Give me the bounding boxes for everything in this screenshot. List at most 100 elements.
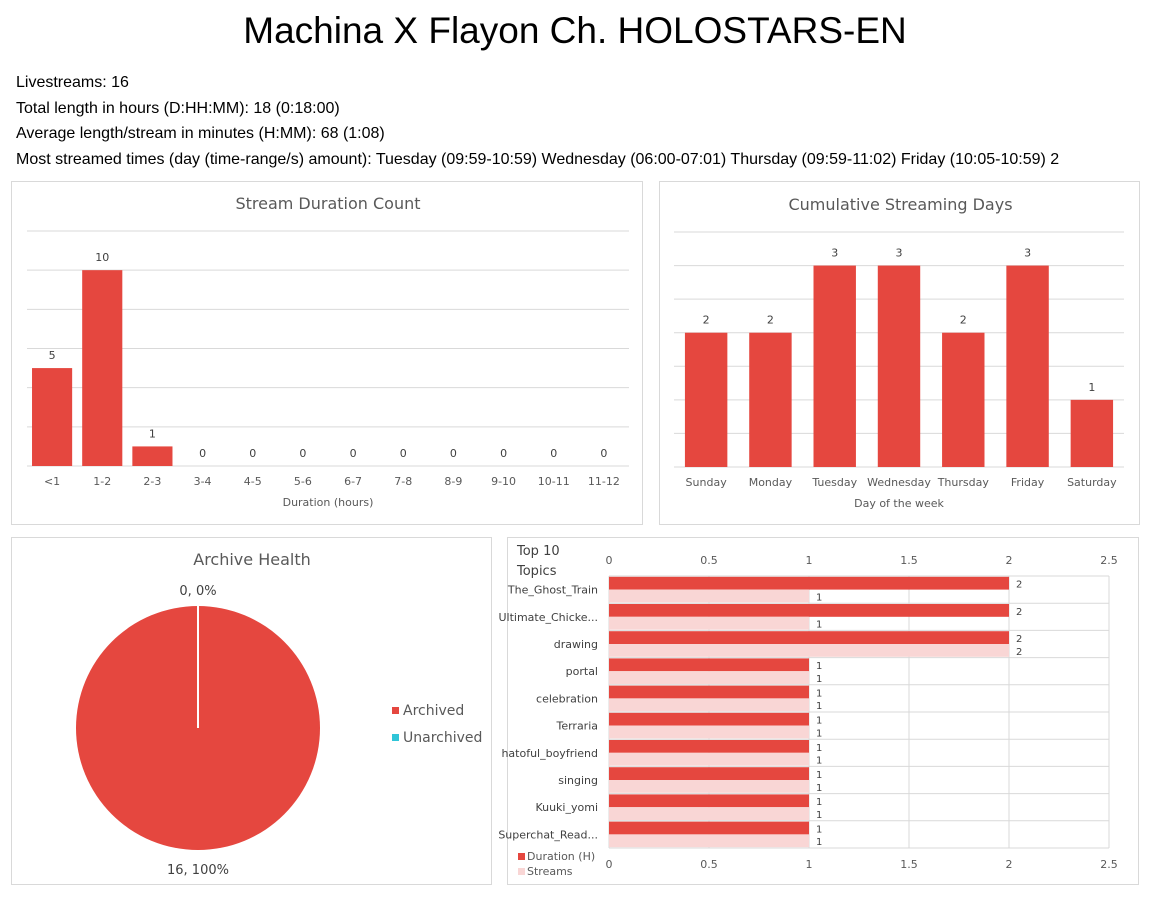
data-label-10-11: 0 xyxy=(550,447,557,460)
bar-kuuki-yomi-streams xyxy=(609,807,809,820)
archive-chart-panel: Archive Health 16, 100% 0, 0% Archived Unarc… xyxy=(11,537,492,885)
pie-label-unarchived: 0, 0% xyxy=(179,584,216,599)
data-label-sunday: 2 xyxy=(703,314,710,327)
stat-average-length: Average length/stream in minutes (H:MM):… xyxy=(16,125,385,142)
data-label-singing-streams: 1 xyxy=(816,783,822,794)
data-label-superchat-read-duration-h: 1 xyxy=(816,824,822,835)
pie-label-archived: 16, 100% xyxy=(167,863,229,878)
streaming-days-chart: Cumulative Streaming Days 2 Sunday 2 Monday 3… xyxy=(674,195,1124,510)
top-topics-chart: Top 10Topics000.50.5111.51.5222.52.5The_… xyxy=(498,544,1118,878)
x-axis-label: Duration (hours) xyxy=(283,496,374,509)
bar-singing-duration-h xyxy=(609,767,809,780)
data-label-1-2: 10 xyxy=(95,251,109,264)
data-label-6-7: 0 xyxy=(350,447,357,460)
legend-label-streams: Streams xyxy=(527,865,573,878)
x-axis-label: Day of the week xyxy=(854,497,944,510)
data-label-thursday: 2 xyxy=(960,314,967,327)
top-tick-1-5: 1.5 xyxy=(900,554,918,567)
tick-label-sunday: Sunday xyxy=(686,476,728,489)
data-label-tuesday: 3 xyxy=(831,247,838,260)
data-label-friday: 3 xyxy=(1024,247,1031,260)
legend-swatch-unarchived xyxy=(392,734,399,741)
bar-ultimate-chicke-streams xyxy=(609,616,809,630)
data-label-the-ghost-train-streams: 1 xyxy=(816,592,822,603)
bar-terraria-duration-h xyxy=(609,712,809,726)
tick-label-wednesday: Wednesday xyxy=(867,476,931,489)
bar-kuuki-yomi-duration-h xyxy=(609,794,809,808)
bar-terraria-streams xyxy=(609,725,809,739)
category-label-terraria: Terraria xyxy=(555,720,598,733)
bar-hatoful-boyfriend-duration-h xyxy=(609,740,809,753)
stats-summary: Livestreams: 16 Total length in hours (D… xyxy=(16,72,1059,174)
category-label-the-ghost-train: The_Ghost_Train xyxy=(507,584,598,597)
data-label-kuuki-yomi-duration-h: 1 xyxy=(816,797,822,808)
bar-1 xyxy=(32,368,73,466)
bar-superchat-read-duration-h xyxy=(609,821,809,835)
duration-count-chart: Stream Duration Count 5 <1 10 1-2 1 2-3 0 3-4 0 4-… xyxy=(27,194,629,509)
tick-label-3-4: 3-4 xyxy=(194,475,212,488)
chart-title-line-2: Topics xyxy=(516,564,557,579)
category-label-superchat-read: Superchat_Read... xyxy=(498,828,598,841)
data-label-wednesday: 3 xyxy=(896,247,903,260)
tick-label-10-11: 10-11 xyxy=(538,475,570,488)
data-label-hatoful-boyfriend-streams: 1 xyxy=(816,756,822,767)
bottom-tick-1: 1 xyxy=(806,858,813,871)
tick-label-6-7: 6-7 xyxy=(344,475,362,488)
data-label-3-4: 0 xyxy=(199,447,206,460)
top-tick-1: 1 xyxy=(806,554,813,567)
bottom-tick-0: 0 xyxy=(606,858,613,871)
bar-ultimate-chicke-duration-h xyxy=(609,604,1009,617)
tick-label-11-12: 11-12 xyxy=(588,475,620,488)
archive-health-chart: Archive Health 16, 100% 0, 0% Archived Unarc… xyxy=(76,550,482,878)
bottom-tick-2-5: 2.5 xyxy=(1100,858,1118,871)
bar-sunday xyxy=(684,332,728,467)
data-label-the-ghost-train-duration-h: 2 xyxy=(1016,580,1022,591)
data-label-portal-streams: 1 xyxy=(816,674,822,685)
legend-label-duration-h: Duration (H) xyxy=(527,850,595,863)
bar-friday xyxy=(1006,265,1049,467)
tick-label-thursday: Thursday xyxy=(937,476,990,489)
data-label-celebration-duration-h: 1 xyxy=(816,688,822,699)
top-tick-2-5: 2.5 xyxy=(1100,554,1118,567)
data-label-celebration-streams: 1 xyxy=(816,701,822,712)
tick-label-saturday: Saturday xyxy=(1067,476,1117,489)
data-label-2-3: 1 xyxy=(149,427,156,440)
page-title: Machina X Flayon Ch. HOLOSTARS-EN xyxy=(243,10,907,51)
days-chart-panel: Cumulative Streaming Days 2 Sunday 2 Monday 3… xyxy=(659,181,1140,525)
data-label-singing-duration-h: 1 xyxy=(816,770,822,781)
bar-portal-streams xyxy=(609,671,809,684)
tick-label-2-3: 2-3 xyxy=(143,475,161,488)
bar-hatoful-boyfriend-streams xyxy=(609,752,809,766)
bar-tuesday xyxy=(813,265,856,467)
data-label-drawing-duration-h: 2 xyxy=(1016,634,1022,645)
tick-label-1: <1 xyxy=(44,475,60,488)
bottom-tick-2: 2 xyxy=(1006,858,1013,871)
legend-swatch-streams xyxy=(518,868,525,875)
bar-saturday xyxy=(1070,399,1114,467)
data-label-ultimate-chicke-streams: 1 xyxy=(816,620,822,631)
data-label-7-8: 0 xyxy=(400,447,407,460)
tick-label-tuesday: Tuesday xyxy=(811,476,857,489)
top-tick-0: 0 xyxy=(606,554,613,567)
bar-thursday xyxy=(942,332,985,467)
bottom-tick-0-5: 0.5 xyxy=(700,858,718,871)
data-label-9-10: 0 xyxy=(500,447,507,460)
bar-drawing-duration-h xyxy=(609,631,1009,644)
bar-2-3 xyxy=(132,446,173,466)
category-label-portal: portal xyxy=(566,665,598,678)
bar-the-ghost-train-duration-h xyxy=(609,576,1009,590)
bottom-tick-1-5: 1.5 xyxy=(900,858,918,871)
bar-portal-duration-h xyxy=(609,658,809,672)
top-tick-2: 2 xyxy=(1006,554,1013,567)
chart-title: Archive Health xyxy=(193,550,311,569)
bar-superchat-read-streams xyxy=(609,834,809,848)
bar-drawing-streams xyxy=(609,644,1009,657)
data-label-saturday: 1 xyxy=(1088,381,1095,394)
bar-singing-streams xyxy=(609,780,809,793)
bar-monday xyxy=(749,332,792,467)
data-label-monday: 2 xyxy=(767,314,774,327)
data-label-portal-duration-h: 1 xyxy=(816,661,822,672)
duration-chart-panel: Stream Duration Count 5 <1 10 1-2 1 2-3 0 3-4 0 4-… xyxy=(11,181,643,525)
top-tick-0-5: 0.5 xyxy=(700,554,718,567)
data-label-8-9: 0 xyxy=(450,447,457,460)
